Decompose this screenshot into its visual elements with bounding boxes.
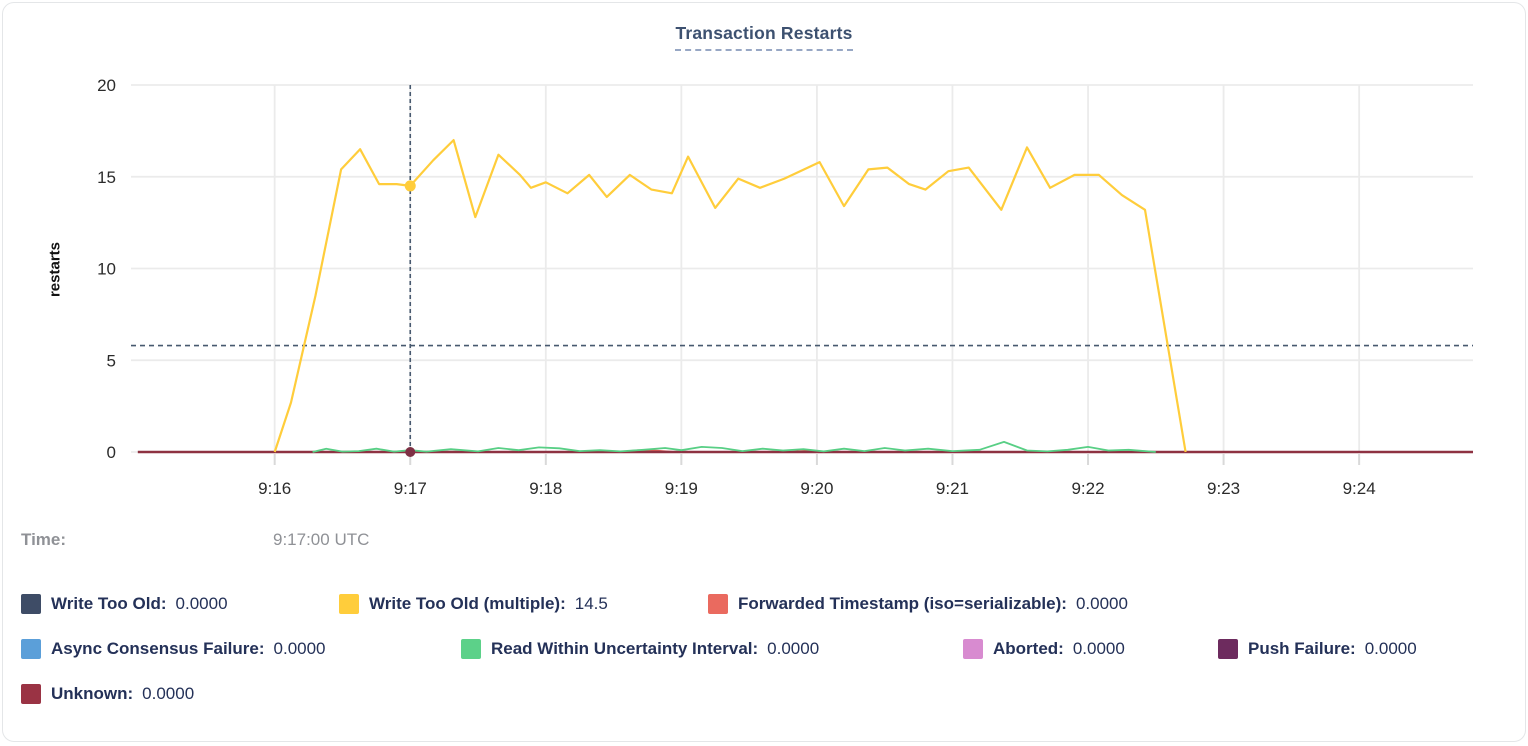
legend-label: Unknown: <box>51 684 134 703</box>
hover-dot <box>405 447 416 457</box>
legend-item: Aborted: 0.0000 <box>963 639 1125 659</box>
legend-item: Push Failure: 0.0000 <box>1218 639 1417 659</box>
legend-swatch-icon <box>963 639 983 659</box>
y-tick-label: 5 <box>107 351 116 370</box>
legend-row: Write Too Old: 0.0000 Write Too Old (multi… <box>3 594 1525 616</box>
chart-title[interactable]: Transaction Restarts <box>675 23 853 51</box>
legend-label: Write Too Old: <box>51 594 167 613</box>
legend-swatch-icon <box>708 594 728 614</box>
legend-swatch-icon <box>461 639 481 659</box>
x-tick-label: 9:17 <box>394 479 427 498</box>
legend-value: 0.0000 <box>1364 639 1417 658</box>
legend-swatch-icon <box>339 594 359 614</box>
legend-value: 0.0000 <box>767 639 820 658</box>
legend-item: Write Too Old: 0.0000 <box>21 594 228 614</box>
legend-value: 0.0000 <box>273 639 326 658</box>
legend-label: Read Within Uncertainty Interval: <box>491 639 759 658</box>
x-tick-label: 9:18 <box>529 479 562 498</box>
legend-value: 14.5 <box>574 594 608 613</box>
legend-value: 0.0000 <box>1072 639 1125 658</box>
x-tick-label: 9:23 <box>1207 479 1240 498</box>
legend-value: 0.0000 <box>175 594 228 613</box>
legend-item: Read Within Uncertainty Interval: 0.0000 <box>461 639 819 659</box>
chart-title-wrap: Transaction Restarts <box>3 23 1525 51</box>
legend-value: 0.0000 <box>1075 594 1128 613</box>
legend-value: 0.0000 <box>142 684 195 703</box>
legend-swatch-icon <box>21 639 41 659</box>
legend-item: Forwarded Timestamp (iso=serializable): 0… <box>708 594 1128 614</box>
x-tick-label: 9:19 <box>665 479 698 498</box>
legend-item: Unknown: 0.0000 <box>21 684 194 704</box>
legend-item: Async Consensus Failure: 0.0000 <box>21 639 326 659</box>
x-tick-label: 9:16 <box>258 479 291 498</box>
legend-item: Write Too Old (multiple): 14.5 <box>339 594 608 614</box>
y-tick-label: 0 <box>107 443 116 462</box>
legend-label: Push Failure: <box>1248 639 1356 658</box>
y-tick-label: 10 <box>97 260 116 279</box>
transaction-restarts-chart[interactable]: 0 5 10 15 20 9:16 9:17 9:18 9:19 9:20 9:21 9:22 9:23… <box>3 3 1526 518</box>
y-tick-label: 15 <box>97 168 116 187</box>
x-tick-label: 9:21 <box>936 479 969 498</box>
legend-row: Async Consensus Failure: 0.0000 Read Withi… <box>3 639 1525 661</box>
legend-label: Aborted: <box>993 639 1064 658</box>
x-tick-label: 9:20 <box>800 479 833 498</box>
legend-swatch-icon <box>21 594 41 614</box>
legend-row: Unknown: 0.0000 <box>3 684 1525 706</box>
y-tick-label: 20 <box>97 76 116 95</box>
x-tick-label: 9:24 <box>1343 479 1376 498</box>
legend-label: Write Too Old (multiple): <box>369 594 566 613</box>
hover-time-value: 9:17:00 UTC <box>273 530 370 549</box>
legend-label: Async Consensus Failure: <box>51 639 265 658</box>
hover-time-label: Time: <box>21 530 67 549</box>
legend-swatch-icon <box>1218 639 1238 659</box>
hover-time-row: Time: 9:17:00 UTC <box>3 530 1525 554</box>
legend-label: Forwarded Timestamp (iso=serializable): <box>738 594 1067 613</box>
legend-swatch-icon <box>21 684 41 704</box>
x-tick-label: 9:22 <box>1071 479 1104 498</box>
series-line-read-within-uncertainty-interval <box>312 440 1156 453</box>
hover-dot <box>404 180 416 192</box>
